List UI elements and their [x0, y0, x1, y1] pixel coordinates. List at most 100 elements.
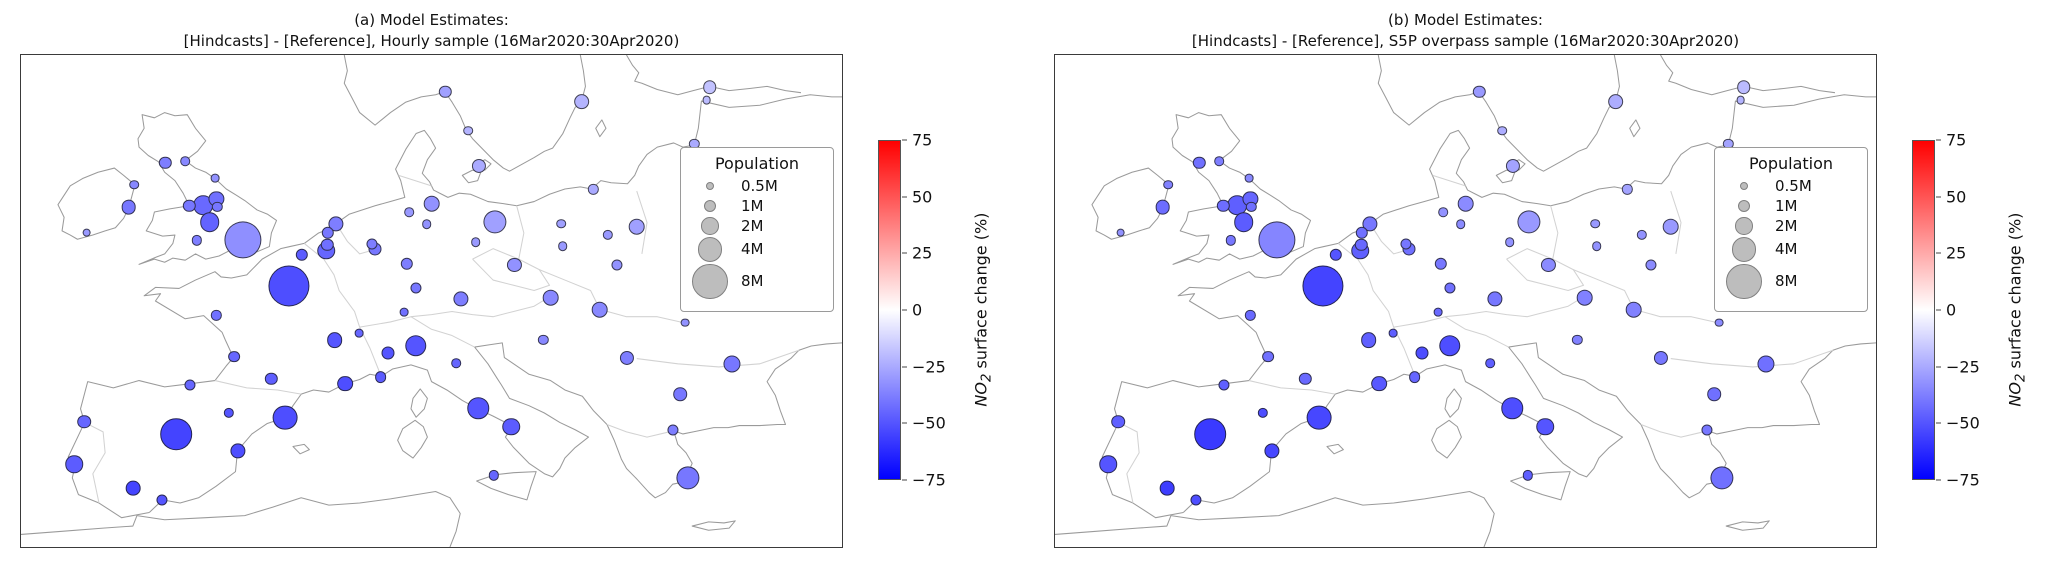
city-bubble	[1190, 494, 1202, 506]
colorbar-label: NO2 surface change (%)	[971, 212, 995, 408]
city-bubble	[1497, 125, 1508, 136]
city-bubble	[1622, 184, 1633, 195]
city-bubble	[321, 238, 334, 252]
colorbar-tick: 0	[902, 301, 922, 320]
city-bubble	[1244, 174, 1254, 183]
size-circle-icon	[1735, 217, 1753, 235]
city-bubble	[366, 238, 378, 250]
city-bubble	[1355, 238, 1368, 252]
city-bubble	[191, 235, 202, 246]
legend-circle-wrap	[689, 237, 731, 262]
city-bubble	[224, 220, 262, 259]
city-bubble	[1257, 407, 1268, 418]
city-bubble	[82, 228, 92, 237]
city-bubble	[1506, 159, 1521, 174]
legend-label: 4M	[741, 240, 764, 259]
city-bubble	[611, 259, 623, 271]
colorbar: 75 50 25 0 −25 −50 −75 NO2 surface chang…	[1906, 131, 2056, 490]
panel-title: (b) Model Estimates: [Hindcasts] - [Refe…	[1054, 10, 1877, 52]
city-bubble	[400, 307, 409, 317]
size-circle-icon	[1737, 199, 1751, 213]
city-bubble	[200, 212, 220, 233]
city-bubble	[1737, 80, 1751, 94]
city-bubble	[1306, 405, 1332, 430]
city-bubble	[1438, 207, 1449, 217]
city-bubble	[381, 346, 395, 360]
legend-item: 2M	[689, 217, 825, 235]
city-bubble	[1662, 218, 1680, 236]
city-bubble	[471, 237, 481, 248]
colorbar: 75 50 25 0 −25 −50 −75 NO2 surface chang…	[872, 131, 1022, 490]
legend-circle-wrap	[689, 263, 731, 299]
legend-circle-wrap	[1723, 263, 1765, 299]
city-bubble	[1194, 418, 1226, 451]
city-bubble	[160, 418, 192, 451]
colorbar-tick: 50	[902, 187, 932, 206]
city-bubble	[1155, 199, 1170, 215]
city-bubble	[1607, 93, 1624, 110]
city-bubble	[1355, 226, 1369, 239]
city-bubble	[1434, 307, 1443, 317]
size-circle-icon	[701, 217, 719, 235]
city-bubble	[121, 199, 136, 215]
colorbar-tick: 25	[1936, 244, 1966, 263]
city-bubble	[268, 265, 310, 307]
city-bubble	[1592, 241, 1602, 252]
city-bubble	[1329, 248, 1342, 261]
legend-item: 4M	[689, 237, 825, 262]
city-bubble	[723, 355, 741, 373]
city-bubble	[1473, 85, 1486, 99]
legend-item: 8M	[1723, 263, 1859, 299]
size-circle-icon	[1726, 263, 1762, 299]
legend-title: Population	[1748, 154, 1834, 173]
size-circle-icon	[1731, 237, 1757, 262]
city-bubble	[211, 310, 222, 321]
panel-title-line1: (b) Model Estimates:	[1388, 11, 1543, 29]
size-circle-icon	[692, 263, 728, 299]
legend-circle-wrap	[1723, 237, 1765, 262]
city-bubble	[602, 229, 614, 241]
legend-circle-wrap	[1723, 217, 1765, 235]
legend-item: 1M	[689, 197, 825, 215]
city-bubble	[463, 125, 474, 136]
size-circle-icon	[705, 181, 715, 191]
city-bubble	[1757, 355, 1775, 373]
city-bubble	[1099, 455, 1118, 474]
colorbar-tick: 75	[1936, 131, 1966, 150]
city-bubble	[1701, 424, 1713, 436]
panel-title-line2: [Hindcasts] - [Reference], Hourly sample…	[183, 32, 680, 50]
city-bubble	[1485, 358, 1495, 368]
legend-label: 8M	[1775, 272, 1798, 291]
city-bubble	[1371, 375, 1388, 392]
city-bubble	[1653, 350, 1668, 365]
city-bubble	[1444, 282, 1456, 294]
city-bubble	[421, 219, 432, 230]
legend-item: 4M	[1723, 237, 1859, 262]
city-bubble	[483, 210, 507, 234]
city-bubble	[1536, 418, 1554, 436]
city-bubble	[1636, 229, 1648, 241]
city-bubble	[1245, 310, 1256, 321]
legend-title: Population	[714, 154, 800, 173]
city-bubble	[1193, 156, 1206, 169]
map-axes: Population 0.5M 1M 2M 4M 8M	[1054, 54, 1877, 548]
city-bubble	[1264, 443, 1280, 459]
city-bubble	[628, 218, 646, 236]
city-bubble	[702, 95, 711, 105]
colorbar-tick: −25	[902, 357, 946, 376]
city-bubble	[228, 350, 241, 363]
legend-label: 8M	[741, 272, 764, 291]
city-bubble	[1517, 210, 1541, 234]
city-bubble	[1218, 379, 1230, 391]
city-bubble	[321, 226, 335, 239]
city-bubble	[1714, 318, 1724, 328]
city-bubble	[451, 358, 461, 368]
city-bubble	[1163, 180, 1174, 190]
panel-title-line2: [Hindcasts] - [Reference], S5P overpass …	[1191, 32, 1740, 50]
city-bubble	[558, 241, 568, 252]
figure-panel-a: (a) Model Estimates: [Hindcasts] - [Refe…	[0, 0, 1030, 566]
city-bubble	[703, 80, 717, 94]
legend-label: 2M	[741, 217, 764, 235]
city-bubble	[183, 199, 196, 213]
city-bubble	[1116, 228, 1126, 237]
